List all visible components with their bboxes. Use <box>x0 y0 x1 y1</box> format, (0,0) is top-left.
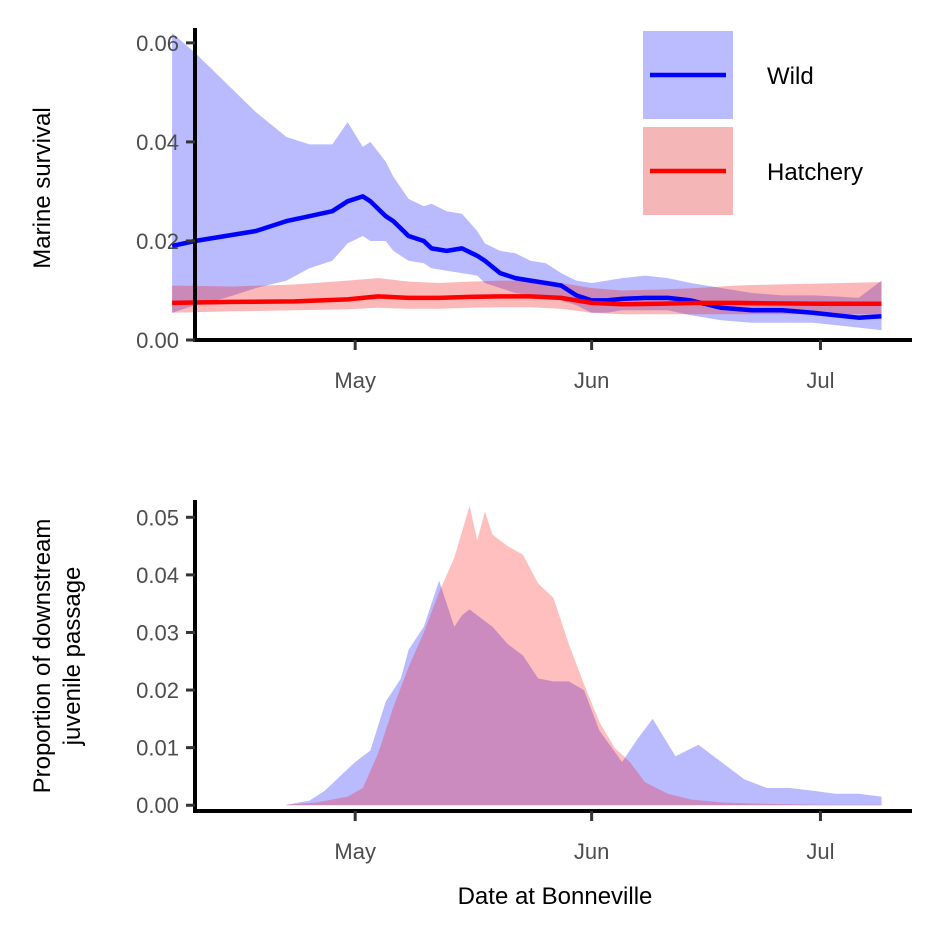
bottom-x-tick-label: Jun <box>574 839 609 864</box>
bottom-y-tick-label: 0.02 <box>136 678 179 703</box>
wild-survival-line <box>171 194 882 320</box>
bottom-x-axis-title: Date at Bonneville <box>458 883 653 910</box>
top-x-tick-label: Jul <box>806 368 834 393</box>
bottom-y-axis-title: Proportion of downstream juvenile passage <box>29 519 86 794</box>
bottom-passage-areas <box>286 505 882 806</box>
bottom-y-tick-label: 0.00 <box>136 793 179 818</box>
wild-confidence-band <box>172 33 882 331</box>
top-y-tick-label: 0.06 <box>136 31 179 56</box>
legend: Wild Hatchery <box>643 31 863 215</box>
bottom-x-tick-label: Jul <box>806 839 834 864</box>
bottom-y-tick-label: 0.04 <box>136 563 179 588</box>
bottom-y-axis-title-text: Proportion of downstream juvenile passage <box>29 519 86 794</box>
hatchery-survival-line <box>172 294 882 307</box>
top-axes: 0.00 0.02 0.04 0.06 May Jun Jul <box>136 28 912 393</box>
top-y-tick-label: 0.04 <box>136 130 179 155</box>
panel-marine-survival: 0.00 0.02 0.04 0.06 May Jun Jul Marine surviva… <box>29 28 912 393</box>
bottom-y-tick-label: 0.01 <box>136 736 179 761</box>
hatchery-passage-area <box>286 505 882 806</box>
wild-passage-area <box>286 580 882 806</box>
top-series-lines <box>171 194 882 320</box>
top-y-tick-label: 0.00 <box>136 328 179 353</box>
bottom-y-tick-label: 0.03 <box>136 620 179 645</box>
top-y-tick-label: 0.02 <box>136 229 179 254</box>
top-x-tick-label: May <box>334 368 376 393</box>
bottom-axes: 0.00 0.01 0.02 0.03 0.04 0.05 May Jun Jul <box>136 500 912 864</box>
panel-juvenile-passage: 0.00 0.01 0.02 0.03 0.04 0.05 May Jun Jul Propor… <box>29 500 912 910</box>
top-x-tick-label: Jun <box>574 368 609 393</box>
bottom-y-tick-label: 0.05 <box>136 505 179 530</box>
legend-hatchery-label: Hatchery <box>767 159 863 186</box>
top-y-axis-title: Marine survival <box>29 107 56 268</box>
bottom-x-tick-label: May <box>334 839 376 864</box>
legend-wild-label: Wild <box>767 63 814 90</box>
